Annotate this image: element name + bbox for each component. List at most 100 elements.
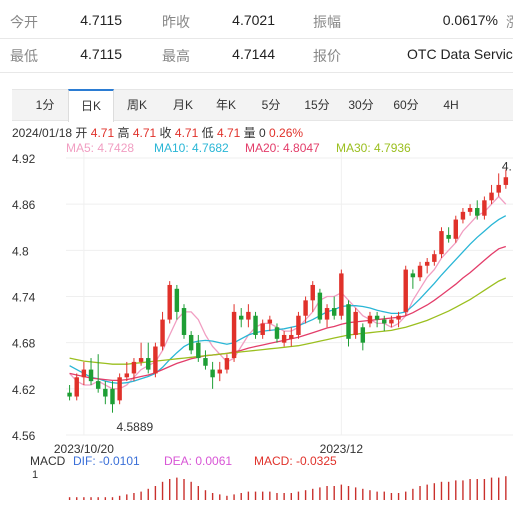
candle (188, 331, 194, 355)
ma30-legend: MA30: 4.7936 (336, 141, 411, 155)
candle (403, 265, 408, 316)
ma20-legend: MA20: 4.8047 (245, 141, 320, 155)
candle-body (217, 369, 222, 374)
candle (360, 323, 366, 351)
candle (196, 334, 201, 362)
candle (124, 361, 130, 382)
candle-body (103, 388, 108, 397)
candle (181, 304, 187, 339)
candle (453, 215, 459, 243)
candle-body (360, 327, 366, 343)
price-annotation: 4.5889 (116, 420, 153, 434)
candle (88, 358, 94, 385)
candle-body (131, 361, 137, 374)
candle-body (374, 315, 380, 320)
chart-grid (66, 152, 513, 436)
candle-body (146, 358, 151, 370)
candle-body (67, 392, 72, 397)
candle-body (310, 284, 315, 301)
candle (110, 381, 115, 413)
candle-body (403, 269, 408, 312)
candle (217, 361, 222, 382)
candle (260, 319, 265, 339)
candle-body (231, 311, 237, 359)
tab-monthly[interactable]: 月K (172, 98, 193, 112)
tab-60min[interactable]: 60分 (393, 98, 419, 112)
candle (67, 384, 72, 401)
high-label: 最高 (162, 48, 190, 64)
amplitude-value: 0.0617% (442, 12, 498, 28)
candle (339, 269, 344, 320)
info-low-label: 低 (201, 126, 214, 140)
period-tab-bar: 1分 日K 周K 月K 年K 5分 15分 30分 60分 4H (12, 89, 513, 122)
candle-body (167, 284, 172, 320)
ma10-line (69, 215, 507, 385)
candle-body (203, 358, 208, 366)
info-high-label: 高 (117, 126, 130, 140)
tab-yearly[interactable]: 年K (215, 98, 236, 112)
candle (324, 304, 330, 328)
candle (281, 331, 287, 347)
candle-body (317, 292, 323, 320)
tab-weekly[interactable]: 周K (126, 98, 147, 112)
candle-body (503, 177, 509, 185)
candle-body (453, 219, 459, 239)
tab-daily[interactable]: 日K (68, 89, 114, 122)
y-tick-label: 4.92 (12, 152, 36, 166)
candle-body (496, 184, 501, 193)
candle (353, 308, 358, 339)
y-tick-label: 4.74 (12, 291, 36, 305)
tab-15min[interactable]: 15分 (304, 98, 330, 112)
macd-dif: DIF: -0.0101 (73, 454, 140, 468)
candle (146, 342, 151, 374)
candle (267, 315, 273, 332)
y-tick-label: 4.62 (12, 383, 36, 397)
info-vol: 0 (259, 126, 266, 140)
candle-body (417, 265, 423, 278)
candle (489, 184, 494, 205)
candle-body (367, 315, 373, 324)
candle (389, 315, 394, 328)
candle (231, 304, 237, 362)
open-label: 今开 (10, 14, 38, 30)
price-annotation: 4. (502, 159, 512, 173)
candle (174, 284, 180, 320)
candle-body (181, 308, 187, 335)
candle-body (153, 346, 158, 374)
tab-5min[interactable]: 5分 (261, 98, 281, 112)
candle-body (353, 311, 358, 335)
x-tick-label: 2023/12 (320, 442, 364, 456)
candle (74, 373, 79, 401)
tab-1min[interactable]: 1分 (35, 98, 55, 112)
candle (482, 196, 487, 220)
prev-close-value: 4.7021 (232, 12, 275, 28)
candle (103, 381, 108, 405)
candle (475, 200, 480, 220)
quote-row: 今开 4.7115 昨收 4.7021 振幅 0.0617% 涨 (0, 4, 513, 39)
candle-body (303, 300, 308, 316)
candle-body (253, 315, 258, 335)
y-tick-label: 4.56 (12, 429, 36, 443)
y-tick-label: 4.68 (12, 337, 36, 351)
macd-dea: DEA: 0.0061 (164, 454, 232, 468)
info-change: 0.26% (269, 126, 304, 140)
candle (396, 311, 401, 328)
tab-4h[interactable]: 4H (443, 98, 459, 112)
info-low: 4.71 (216, 126, 241, 140)
info-open-label: 开 (75, 126, 88, 140)
candle-body (174, 288, 180, 312)
candle-body (246, 311, 251, 320)
candle (346, 300, 351, 347)
quote-row: 最低 4.7115 最高 4.7144 报价 OTC Data Servic (0, 38, 513, 73)
candle-body (81, 369, 87, 378)
candle (274, 323, 280, 343)
candle-body (281, 334, 287, 343)
info-close-label: 收 (159, 126, 172, 140)
candle (160, 311, 165, 351)
candle-body (331, 308, 337, 316)
candle (153, 342, 158, 378)
candle-body (296, 315, 301, 335)
candle (203, 350, 208, 370)
tab-30min[interactable]: 30分 (348, 98, 374, 112)
candle-body (489, 192, 494, 201)
